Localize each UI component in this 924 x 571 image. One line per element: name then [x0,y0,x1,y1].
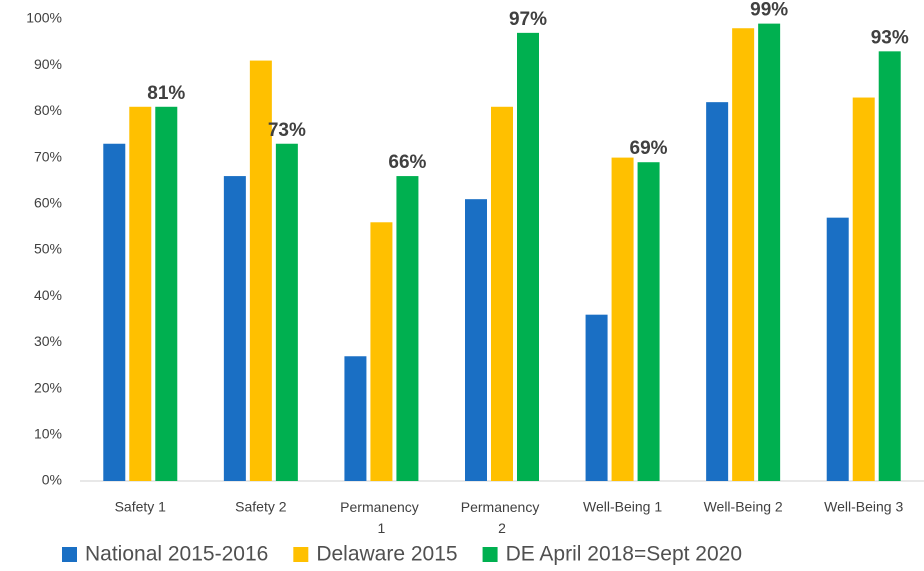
bar [103,143,126,482]
x-tick-label: Well-Being 2 [704,499,783,515]
bar [732,28,755,482]
bar [585,314,608,481]
data-label: 81% [147,83,185,104]
bar [852,97,875,481]
bar [249,60,272,482]
bar [370,222,393,481]
bar [637,162,660,481]
bar [275,143,298,482]
x-tick-label: Well-Being 1 [583,499,662,515]
y-tick-label: 0% [42,472,62,488]
y-tick-label: 10% [34,426,62,442]
bar [611,157,634,481]
legend-label: Delaware 2015 [316,543,457,566]
bar [465,199,487,481]
bar [129,106,152,481]
bar [491,106,513,481]
y-tick-label: 40% [34,287,62,303]
x-tick-label: Permanency 1 [340,499,422,536]
x-tick-label: Safety 1 [115,499,167,515]
x-tick-label: Permanency 2 [461,499,543,536]
bar [826,217,849,481]
x-tick-label: Well-Being 3 [824,499,903,515]
y-tick-label: 100% [26,10,62,26]
legend-swatch [293,547,309,562]
bar [878,51,901,482]
legend-swatch [62,547,77,562]
y-tick-label: 20% [34,379,62,395]
data-label: 93% [871,27,909,48]
y-tick-label: 50% [34,241,62,257]
bar [706,102,729,481]
legend-swatch [482,547,498,562]
legend-label: DE April 2018=Sept 2020 [506,543,742,566]
data-label: 99% [750,0,788,21]
data-label: 73% [268,120,306,141]
y-tick-label: 90% [34,56,62,72]
bar [396,176,419,481]
y-tick-label: 60% [34,195,62,211]
bar [155,106,178,481]
bar [344,356,367,481]
bar [517,32,539,482]
y-tick-label: 70% [34,148,62,164]
legend-label: National 2015-2016 [85,543,268,566]
data-label: 69% [630,138,668,159]
y-tick-label: 80% [34,102,62,118]
data-label: 97% [509,9,547,30]
y-tick-label: 30% [34,333,62,349]
bar [758,23,781,482]
bar [223,176,246,481]
x-tick-label: Safety 2 [235,499,287,515]
data-label: 66% [388,152,426,173]
